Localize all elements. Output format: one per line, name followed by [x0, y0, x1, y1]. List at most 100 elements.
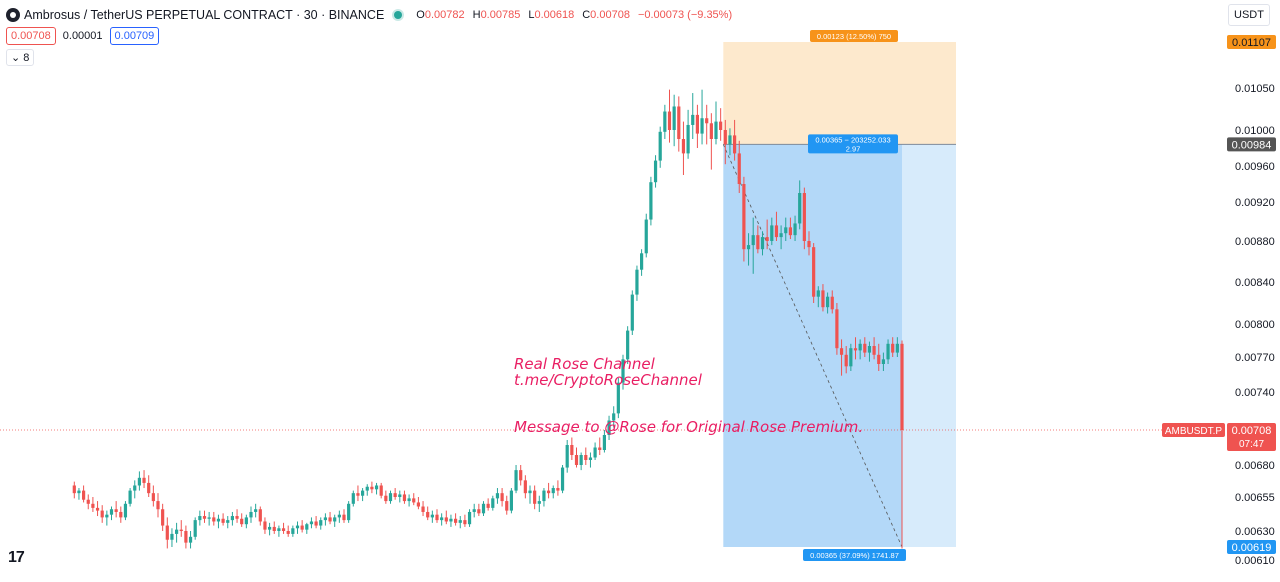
- candle-body: [109, 509, 114, 515]
- candle: [691, 93, 695, 139]
- candle: [212, 511, 216, 526]
- candle-body: [542, 490, 546, 502]
- watermark-line-2: t.me/CryptoRoseChannel: [514, 371, 703, 389]
- candle-body: [123, 503, 128, 518]
- stop-zone-extension: [902, 144, 956, 547]
- candle-body: [440, 517, 444, 521]
- candle-body: [305, 524, 309, 530]
- candle: [370, 481, 374, 494]
- candle-body: [663, 111, 667, 132]
- candle-body: [621, 359, 625, 383]
- currency-selector[interactable]: USDT: [1228, 4, 1270, 26]
- candle: [449, 514, 453, 527]
- candle-body: [556, 488, 560, 491]
- candle: [663, 104, 667, 139]
- candle: [356, 485, 360, 502]
- candle: [137, 471, 141, 491]
- candle-body: [793, 223, 797, 236]
- candle-body: [393, 493, 397, 497]
- candle-body: [891, 343, 895, 353]
- candle-body: [133, 485, 137, 491]
- candle-body: [481, 503, 486, 514]
- candle-body: [812, 247, 816, 297]
- candle: [495, 488, 500, 504]
- candle-body: [95, 507, 100, 511]
- candle-body: [137, 477, 141, 486]
- candle: [788, 217, 792, 240]
- candle-body: [72, 485, 76, 494]
- candle-body: [616, 382, 620, 414]
- candle-body: [388, 493, 393, 502]
- y-tick-label: 0.00770: [1235, 352, 1275, 364]
- candle: [505, 495, 509, 515]
- ask-price-button[interactable]: 0.00709: [109, 27, 160, 45]
- candle-body: [477, 509, 481, 514]
- candle-body: [746, 245, 751, 250]
- tradingview-logo-icon[interactable]: 17: [8, 549, 25, 566]
- candle-body: [784, 227, 788, 234]
- candle: [863, 337, 867, 357]
- candle: [481, 501, 486, 517]
- candle-body: [105, 514, 109, 518]
- candle-body: [709, 123, 713, 139]
- candle: [565, 440, 569, 473]
- candle: [672, 94, 676, 147]
- candle-body: [100, 510, 104, 518]
- candle-body: [384, 495, 388, 502]
- price-tag: 0.00708: [1232, 425, 1272, 437]
- candle: [77, 488, 81, 500]
- price-tag-bg: [1227, 423, 1276, 451]
- candle: [760, 231, 765, 256]
- candle-body: [574, 455, 579, 465]
- candle: [258, 506, 262, 526]
- bid-price-button[interactable]: 0.00708: [6, 27, 56, 45]
- candle: [774, 211, 779, 241]
- candle-body: [863, 343, 867, 353]
- candle-body: [584, 455, 588, 460]
- symbol-title[interactable]: Ambrosus / TetherUS PERPETUAL CONTRACT ·…: [24, 8, 385, 22]
- candle-body: [742, 184, 746, 250]
- candle-body: [379, 485, 383, 496]
- candle-body: [374, 485, 379, 490]
- candle: [881, 352, 885, 371]
- candle-body: [277, 528, 281, 531]
- candle-body: [519, 470, 523, 481]
- candle: [114, 501, 118, 518]
- candle-body: [398, 494, 402, 497]
- short-position-tool[interactable]: 0.00123 (12.50%) 750 0.00365 − 203252.033…: [722, 30, 956, 561]
- candle-body: [877, 354, 881, 364]
- candle: [467, 509, 472, 527]
- candle: [830, 290, 834, 314]
- candle-body: [658, 131, 662, 161]
- candle: [426, 506, 430, 521]
- candle: [463, 514, 467, 527]
- candle: [323, 513, 327, 526]
- candle-body: [356, 493, 360, 496]
- candle-body: [467, 511, 472, 525]
- candle: [309, 517, 314, 529]
- candle-body: [760, 237, 765, 250]
- candle-body: [839, 348, 844, 355]
- candle-body: [821, 290, 825, 308]
- candle: [640, 249, 644, 276]
- candle: [458, 516, 462, 529]
- candle-body: [151, 493, 155, 502]
- candle: [551, 485, 555, 499]
- candle-body: [653, 160, 658, 183]
- indicators-toggle-button[interactable]: ⌄ 8: [6, 49, 35, 66]
- candle-body: [77, 490, 81, 494]
- candle-body: [449, 518, 453, 522]
- candle-body: [240, 518, 244, 525]
- candle: [100, 505, 104, 523]
- candle: [839, 339, 844, 376]
- candle-body: [500, 493, 504, 502]
- candle-body: [114, 509, 118, 512]
- candle-body: [309, 521, 314, 525]
- candle: [384, 490, 388, 504]
- candle-body: [858, 343, 862, 351]
- symbol-legend: Ambrosus / TetherUS PERPETUAL CONTRACT ·…: [6, 8, 736, 22]
- candle: [188, 531, 193, 549]
- target-label: 0.00123 (12.50%) 750: [817, 32, 891, 41]
- target-tag: 0.01107: [1232, 37, 1271, 49]
